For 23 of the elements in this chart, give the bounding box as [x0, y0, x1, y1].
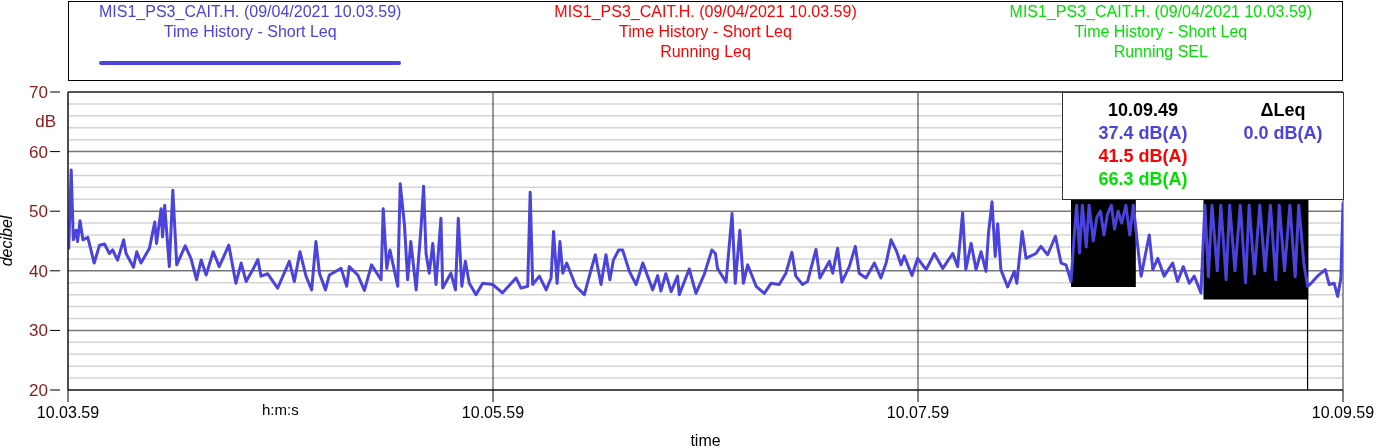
text: MIS1_PS3_CAIT.H. (09/04/2021 10.03.59) Time History - Short Leq [99, 3, 402, 40]
ref-line-label: 10.09.49 [1106, 99, 1180, 122]
y-tick-label: 40 [29, 261, 48, 281]
annotation: 66.3 dB(A) [1097, 168, 1189, 191]
y-tick-label: 20 [29, 380, 48, 400]
y-tick-label: 70 [29, 82, 48, 102]
annotation: 41.5 dB(A) [1097, 145, 1189, 168]
annotation: ΔLeq [1259, 99, 1307, 122]
x-tick-label: 10.09.59 [1311, 404, 1375, 421]
y-axis-title: decibel [0, 215, 15, 267]
text: h:m:s [262, 401, 299, 418]
legend-label: MIS1_PS3_CAIT.H. (09/04/2021 10.03.59) Time History - Short Leq Running Leq [554, 3, 857, 60]
text: dB [35, 111, 56, 132]
y-tick-label: 30 [29, 321, 48, 341]
x-axis-title: time [690, 432, 721, 446]
legend-label: MIS1_PS3_CAIT.H. (09/04/2021 10.03.59) Time History - Short Leq Running SEL [1009, 3, 1312, 60]
y-tick-label: 50 [29, 202, 48, 222]
x-tick-label: 10.03.59 [36, 404, 100, 421]
x-tick-label: 10.05.59 [461, 404, 525, 421]
annotation: 0.0 dB(A) [1242, 122, 1324, 145]
x-tick-label: 10.07.59 [886, 404, 950, 421]
annotation: 37.4 dB(A) [1097, 122, 1189, 145]
y-tick-label: 60 [29, 142, 48, 162]
